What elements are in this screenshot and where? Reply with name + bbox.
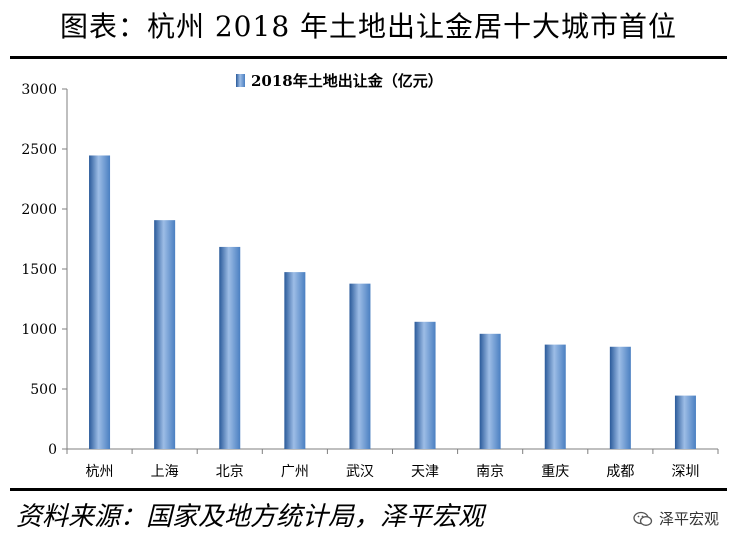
title-divider (10, 56, 727, 59)
bar-5 (349, 283, 371, 449)
x-tick-label: 重庆 (541, 464, 569, 480)
source-note: 资料来源：国家及地方统计局，泽平宏观 (16, 502, 485, 532)
bar-1 (89, 155, 111, 449)
x-axis: 杭州 上海 北京 广州 武汉 天津 南京 重庆 成都 深圳 (66, 448, 719, 480)
x-tick-label: 深圳 (671, 464, 699, 480)
bar-9 (609, 346, 631, 449)
y-tick-label: 1500 (21, 262, 57, 278)
wechat-icon (633, 511, 653, 526)
y-tick-label: 3000 (21, 82, 57, 98)
x-tick-label: 上海 (151, 464, 179, 480)
y-tick-label: 2500 (21, 142, 57, 158)
bar-2 (154, 220, 176, 449)
y-tick-label: 1000 (21, 322, 57, 338)
x-tick-label: 天津 (411, 464, 439, 480)
bar-chart: 2018年土地出让金（亿元） 050010001500200025003000 … (21, 72, 719, 480)
page-title: 图表：杭州 2018 年土地出让金居十大城市首位 (59, 10, 678, 43)
y-tick-label: 500 (30, 382, 57, 398)
chart-legend: 2018年土地出让金（亿元） (236, 72, 443, 90)
y-axis: 0 500 1000 1500 2000 2500 3000 (21, 82, 68, 458)
bar-7 (479, 333, 501, 449)
x-tick-label: 北京 (216, 464, 244, 480)
legend-label: 2018年土地出让金（亿元） (251, 72, 443, 90)
bar-3 (219, 246, 241, 449)
bar-8 (544, 344, 566, 449)
x-tick-label: 武汉 (346, 464, 374, 480)
footer-divider (10, 488, 727, 491)
x-tick-label: 成都 (606, 464, 634, 480)
x-tick-label: 广州 (281, 464, 309, 480)
bars (89, 155, 696, 449)
x-tick-label: 杭州 (86, 464, 114, 480)
y-tick-label: 2000 (21, 202, 57, 218)
bar-4 (284, 272, 306, 449)
bar-10 (674, 395, 696, 449)
x-tick-label: 南京 (476, 464, 504, 480)
bar-6 (414, 321, 436, 449)
brand-watermark: 泽平宏观 (633, 508, 719, 529)
brand-name: 泽平宏观 (658, 510, 719, 528)
y-tick-label: 0 (48, 442, 57, 458)
legend-swatch (236, 74, 245, 87)
